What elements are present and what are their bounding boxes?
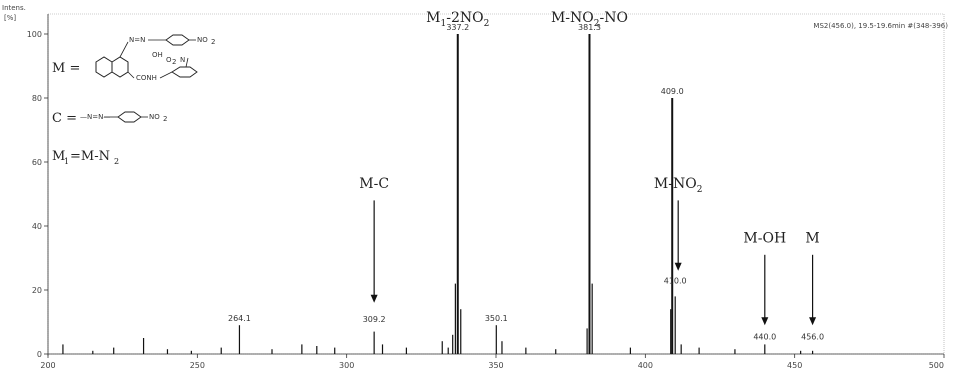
peak-label: 456.0 xyxy=(801,333,824,342)
y-tick-label: 40 xyxy=(32,222,42,231)
peak-label: 410.0 xyxy=(664,277,687,286)
naphthalene-ring-b xyxy=(111,56,129,78)
annotation-arrow-head xyxy=(761,317,769,326)
nitrophenyl-ring-top xyxy=(165,34,190,46)
annotation-m-c: M-C xyxy=(359,176,389,192)
legend-c-chain: —N=N— xyxy=(80,113,110,121)
annotations: M-C M1-2NO2 M-NO2-NO M-NO2 M-OH M xyxy=(359,10,820,326)
phenyl-ring xyxy=(171,66,198,78)
legend-oh-text: OH xyxy=(152,51,163,59)
legend-c-no2-sub: 2 xyxy=(163,115,167,123)
peak-label: 264.1 xyxy=(228,314,251,323)
y-tick-label: 100 xyxy=(27,30,42,39)
x-tick-label: 350 xyxy=(488,361,503,370)
annotation-m1-2no2: M1-2NO2 xyxy=(426,10,489,29)
plot-frame xyxy=(47,13,945,355)
legend-m1-rest: =M-N xyxy=(70,149,110,164)
y-axis-label-unit: [%] xyxy=(4,14,16,22)
legend-c-ring xyxy=(117,111,142,123)
peak-label: 350.1 xyxy=(485,314,508,323)
annotation-m-no2-no: M-NO2-NO xyxy=(551,10,628,29)
legend-azo-text: N=N xyxy=(129,36,145,44)
legend-o2-text: O xyxy=(166,56,172,64)
legend-n-text: N xyxy=(180,56,185,64)
y-tick-label: 80 xyxy=(32,94,42,103)
legend-c-label: C = xyxy=(52,111,77,126)
structure-legend: M = N=N NO 2 OH O 2 N CONH C = —N=N— NO … xyxy=(52,34,215,166)
peak-label: 409.0 xyxy=(661,87,684,96)
legend-m-label: M = xyxy=(52,61,80,76)
x-tick-label: 300 xyxy=(339,361,354,370)
y-tick-label: 60 xyxy=(32,158,42,167)
legend-m1-sub: 1 xyxy=(64,157,69,166)
annotation-arrow-head xyxy=(674,262,682,271)
legend-c-no2: NO xyxy=(149,113,160,121)
annotation-m: M xyxy=(805,230,819,246)
legend-conh-text: CONH xyxy=(136,74,157,82)
y-axis-label-intens: Intens. xyxy=(2,4,26,12)
x-tick-label: 200 xyxy=(40,361,55,370)
y-tick-label: 20 xyxy=(32,286,42,295)
x-tick-label: 400 xyxy=(638,361,653,370)
annotation-arrow-head xyxy=(370,294,378,303)
legend-o2-sub: 2 xyxy=(172,58,176,66)
x-tick-label: 250 xyxy=(190,361,205,370)
peaks xyxy=(62,34,814,354)
legend-no2-top: NO xyxy=(197,36,208,44)
x-tick-label: 450 xyxy=(787,361,802,370)
naphthalene-ring-a xyxy=(95,56,113,78)
peak-label: 381.3 xyxy=(578,23,601,32)
peak-label: 440.0 xyxy=(753,333,776,342)
peak-labels: 264.1 309.2 337.2 350.1 381.3 409.0 410.0 440.0… xyxy=(228,23,824,342)
x-tick-label: 500 xyxy=(929,361,944,370)
peak-label: 309.2 xyxy=(363,315,386,324)
peak-label: 337.2 xyxy=(446,23,469,32)
y-tick-label: 0 xyxy=(37,350,42,359)
annotation-arrow-head xyxy=(809,317,817,326)
legend-m1-text: M xyxy=(52,149,65,164)
legend-no2-top-sub: 2 xyxy=(211,38,215,46)
annotation-m-no2: M-NO2 xyxy=(654,176,703,195)
legend-m1-rest-sub: 2 xyxy=(114,157,119,166)
annotation-m-oh: M-OH xyxy=(743,230,786,246)
spectrum-header: MS2(456.0), 19.5-19.6min #(348-396) xyxy=(813,22,948,30)
